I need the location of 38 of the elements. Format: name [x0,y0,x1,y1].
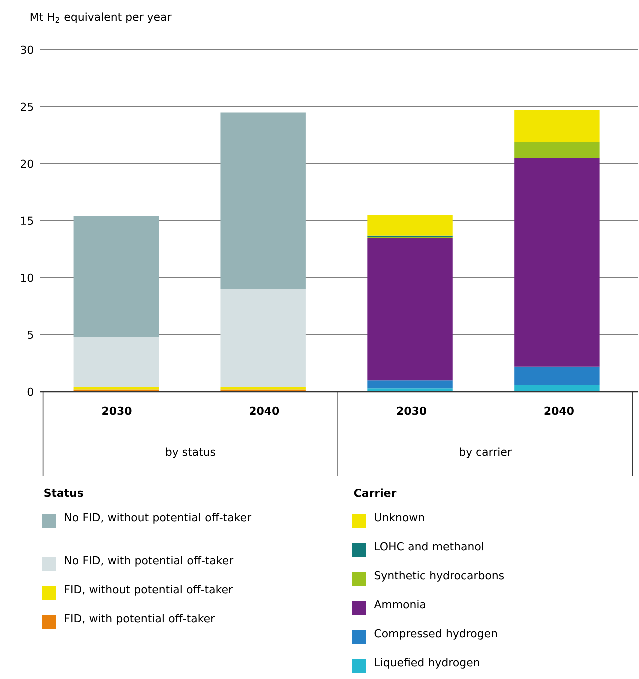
legend-label: Synthetic hydrocarbons [375,571,504,582]
y-tick-label: 30 [21,46,34,54]
legend-label: No FID, without potential off-taker [65,513,252,524]
bar [74,216,160,338]
text: by status [166,448,216,458]
x-tick-label: 2030 [102,406,132,416]
bar [368,238,454,381]
text: Status [44,488,84,498]
text: Carrier [354,488,397,498]
bar [368,215,454,236]
y-tick-label: 15 [22,216,34,226]
legend-label: FID, without potential off-taker [65,585,234,596]
y-tick-label: 20 [21,160,34,168]
bar [368,380,454,389]
bar [514,385,600,392]
bar [74,337,160,388]
y-tick-label: 10 [22,274,34,282]
x-tick-label: 2030 [398,406,427,416]
legend-label: No FID, with potential off-taker [65,556,234,567]
bar [514,158,600,367]
x-tick-label: 2040 [250,406,280,416]
legend-label: Liquefied hydrogen [375,658,480,669]
x-tick-label: 2040 [545,406,574,416]
bar [514,366,600,386]
y-axis-title: Mt H$_{2}$ equivalent per year [31,12,172,24]
bar [220,112,306,290]
y-tick-label: 0 [28,388,34,396]
legend-label: Ammonia [374,600,426,609]
legend-label: LOHC and methanol [375,542,484,551]
legend-label: FID, with potential off-taker [65,614,216,625]
legend-label: Unknown [375,513,424,522]
y-tick-label: 5 [28,330,34,340]
text: by carrier [460,448,512,458]
legend-label: Compressed hydrogen [375,629,498,640]
y-tick-label: 25 [21,102,34,112]
bar [514,110,600,142]
bar [514,142,600,158]
bar [220,289,306,388]
